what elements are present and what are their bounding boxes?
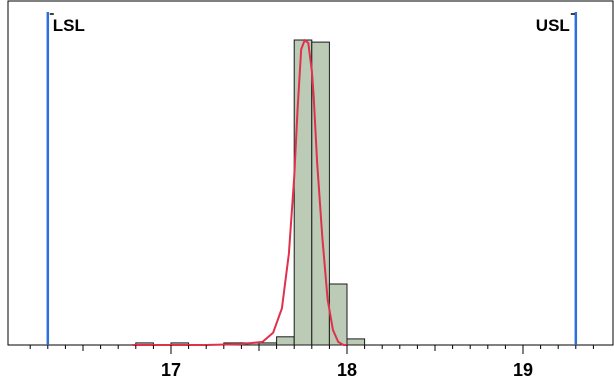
- x-tick-label: 17: [161, 360, 181, 380]
- spec-limit-lines: LSL USL: [46, 12, 578, 345]
- histogram-bar: [346, 338, 366, 346]
- density-curve: [132, 39, 347, 346]
- histogram-bar: [276, 336, 295, 346]
- x-axis: 17 18 19: [29, 345, 594, 380]
- x-tick-label: 19: [513, 360, 533, 380]
- spec-label-usl: USL: [536, 16, 570, 35]
- histogram-bar: [328, 283, 348, 346]
- spec-label-lsl: LSL: [53, 16, 85, 35]
- histogram-bar: [293, 39, 313, 346]
- histogram-bar: [258, 342, 278, 346]
- x-tick-label: 18: [337, 360, 357, 380]
- histogram-bars: [135, 39, 366, 346]
